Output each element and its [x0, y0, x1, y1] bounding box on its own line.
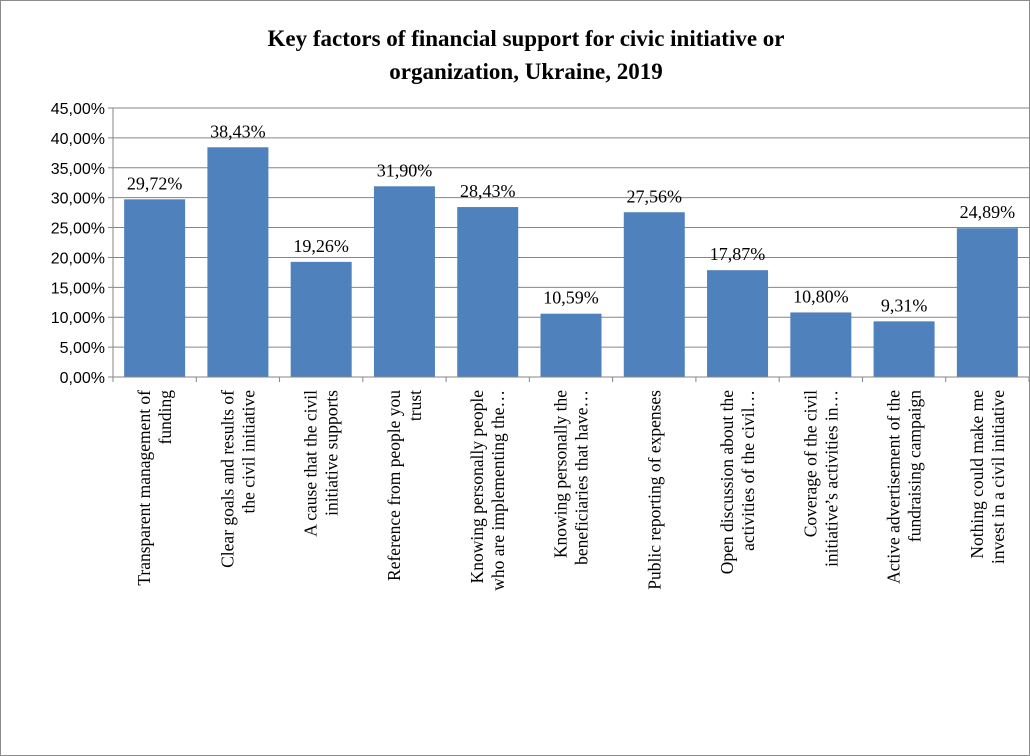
- data-label: 24,89%: [960, 202, 1016, 222]
- bar: [373, 186, 435, 377]
- data-label: 27,56%: [627, 186, 683, 206]
- bar: [623, 212, 685, 377]
- x-category-label: initiative’s activities in…: [821, 390, 841, 567]
- y-tick-label: 15,00%: [51, 280, 105, 297]
- x-category-label: trust: [405, 390, 425, 421]
- bar: [540, 313, 602, 377]
- y-tick-label: 30,00%: [51, 191, 105, 208]
- bar: [707, 270, 769, 377]
- y-tick-label: 40,00%: [51, 131, 105, 148]
- x-category-label: Active advertisement of the: [884, 390, 904, 584]
- data-label: 10,59%: [543, 288, 599, 308]
- data-label: 10,80%: [793, 286, 849, 306]
- bar: [790, 312, 852, 377]
- bar: [207, 147, 269, 377]
- y-tick-label: 25,00%: [51, 221, 105, 238]
- chart-title-line-2: organization, Ukraine, 2019: [389, 59, 662, 84]
- x-category-label: the civil initiative: [238, 390, 258, 514]
- data-label: 9,31%: [881, 295, 928, 315]
- x-category-label: fundraising campaign: [905, 390, 925, 542]
- x-category-label: beneficiaries that have…: [572, 390, 592, 565]
- y-tick-label: 35,00%: [51, 161, 105, 178]
- bar: [873, 321, 935, 377]
- x-category-label: Nothing could make me: [967, 390, 987, 559]
- category-labels: Transparent management of funding Clear go…: [134, 390, 1008, 591]
- y-tick-label: 10,00%: [51, 310, 105, 327]
- x-category-label: initiative supports: [322, 390, 342, 516]
- data-label: 17,87%: [710, 244, 766, 264]
- data-label: 31,90%: [377, 160, 433, 180]
- x-category-label: Open discussion about the: [717, 390, 737, 574]
- bar: [956, 228, 1018, 377]
- x-category-label: A cause that the civil: [301, 390, 321, 537]
- y-tick-label: 5,00%: [60, 340, 105, 357]
- data-labels: 29,72% 38,43% 19,26% 31,90% 28,43% 10,59% 27,5…: [127, 121, 1015, 315]
- x-category-label: activities of the civil…: [738, 390, 758, 551]
- data-label: 29,72%: [127, 173, 183, 193]
- y-tick-label: 20,00%: [51, 250, 105, 267]
- data-label: 28,43%: [460, 181, 516, 201]
- x-category-label: Transparent management of: [134, 390, 154, 586]
- x-category-label: funding: [155, 390, 175, 445]
- x-category-label: Reference from people you: [384, 390, 404, 581]
- x-category-label: Knowing personally the: [551, 390, 571, 558]
- bar: [124, 199, 186, 377]
- y-tick-label: 0,00%: [60, 370, 105, 387]
- x-category-label: Public reporting of expenses: [644, 390, 664, 590]
- x-category-label: invest in a civil initiative: [988, 390, 1008, 564]
- axes: [112, 108, 1029, 382]
- x-category-label: Knowing personally people: [467, 390, 487, 584]
- chart-title-line-1: Key factors of financial support for civ…: [268, 26, 785, 51]
- x-category-label: Clear goals and results of: [217, 390, 237, 568]
- bar: [290, 261, 352, 377]
- data-label: 38,43%: [210, 121, 266, 141]
- bar: [457, 207, 519, 377]
- data-label: 19,26%: [293, 236, 349, 256]
- y-tick-label: 45,00%: [51, 101, 105, 118]
- bars: [124, 147, 1018, 377]
- y-axis-ticks: 0,00% 5,00% 10,00% 15,00% 20,00% 25,00% 30,00%…: [51, 101, 113, 387]
- x-category-label: who are implementing the…: [488, 390, 508, 591]
- x-category-label: Coverage of the civil: [800, 390, 820, 537]
